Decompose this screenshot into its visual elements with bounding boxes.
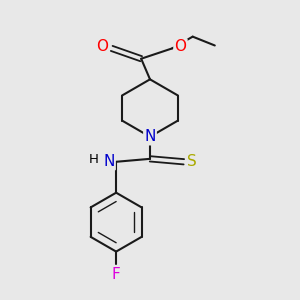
Text: N: N	[103, 154, 115, 169]
Text: F: F	[112, 267, 121, 282]
Text: H: H	[88, 153, 98, 166]
Text: S: S	[188, 154, 197, 169]
Text: O: O	[174, 39, 186, 54]
Text: O: O	[96, 39, 108, 54]
Text: N: N	[144, 129, 156, 144]
